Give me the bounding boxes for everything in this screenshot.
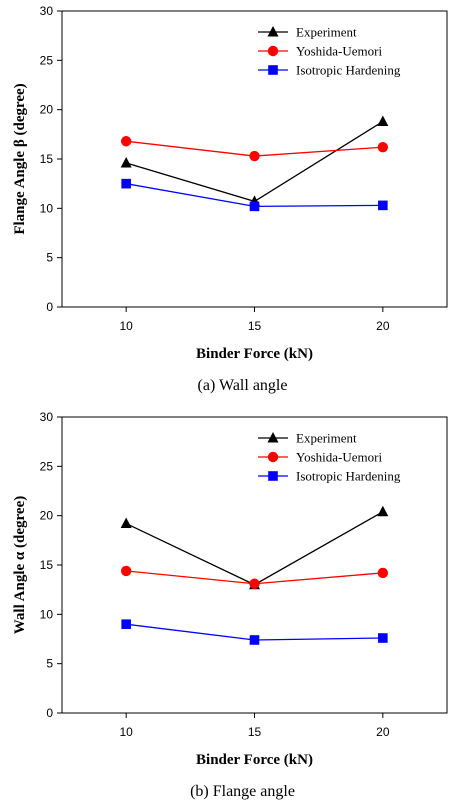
legend-marker-isotropic-hardening-b xyxy=(268,471,278,481)
data-point-yoshida-uemori-a xyxy=(249,150,260,162)
y-tick-label-b: 30 xyxy=(40,410,54,424)
legend-label-yoshida-uemori-b: Yoshida-Uemori xyxy=(296,450,382,465)
legend-marker-isotropic-hardening-a xyxy=(268,65,278,75)
chart-caption-a: (a) Wall angle xyxy=(198,377,288,394)
y-tick-label-a: 15 xyxy=(40,152,54,166)
data-point-experiment-a xyxy=(120,156,132,168)
data-point-isotropic-hardening-a xyxy=(121,178,131,189)
y-tick-label-a: 30 xyxy=(40,4,54,18)
x-axis-title-b: Binder Force (kN) xyxy=(196,752,313,768)
legend-label-experiment-a: Experiment xyxy=(296,25,357,40)
chart-b: 0 5 10 15 20 25 30 10 15 20 Binder Force (kN) Wall … xyxy=(12,410,448,800)
data-point-yoshida-uemori-a xyxy=(377,141,389,153)
y-tick-label-a: 0 xyxy=(46,300,53,314)
y-tick-label-a: 10 xyxy=(40,201,54,215)
legend-label-yoshida-uemori-a: Yoshida-Uemori xyxy=(296,44,382,59)
series-line-experiment-a xyxy=(125,120,384,203)
data-point-experiment-a xyxy=(377,115,389,127)
legend-marker-experiment-a xyxy=(267,26,279,37)
y-tick-label-b: 10 xyxy=(40,607,54,621)
y-tick-label-b: 5 xyxy=(46,657,53,671)
y-tick-label-a: 25 xyxy=(40,53,54,67)
legend-label-isotropic-hardening-b: Isotropic Hardening xyxy=(296,469,401,484)
legend-b: Experiment Yoshida-Uemori Isotropic Harden… xyxy=(258,431,401,484)
x-tick-label-b: 10 xyxy=(119,725,133,739)
series-line-experiment-b xyxy=(125,511,384,586)
y-tick-label-a: 20 xyxy=(40,103,54,117)
legend-label-experiment-b: Experiment xyxy=(296,431,357,446)
data-point-isotropic-hardening-b xyxy=(249,635,260,645)
legend-marker-yoshida-uemori-a xyxy=(267,45,279,57)
x-tick-label-a: 20 xyxy=(376,319,390,333)
y-tick-label-b: 0 xyxy=(46,706,53,720)
data-point-yoshida-uemori-b xyxy=(120,565,132,577)
legend-marker-experiment-b xyxy=(267,432,279,443)
data-point-yoshida-uemori-b xyxy=(249,578,260,589)
x-axis-title-a: Binder Force (kN) xyxy=(196,346,313,362)
x-tick-label-b: 15 xyxy=(248,725,262,739)
data-point-yoshida-uemori-b xyxy=(377,567,389,579)
data-point-isotropic-hardening-a xyxy=(249,201,260,212)
data-point-isotropic-hardening-b xyxy=(121,619,131,629)
data-point-experiment-b xyxy=(120,517,132,529)
plot-frame-b xyxy=(61,416,448,714)
y-tick-label-b: 25 xyxy=(40,459,54,473)
data-point-experiment-b xyxy=(377,505,389,517)
y-axis-title-b: Wall Angle α (degree) xyxy=(12,496,28,635)
x-tick-label-a: 10 xyxy=(119,319,133,333)
x-tick-label-a: 15 xyxy=(248,319,262,333)
data-point-isotropic-hardening-a xyxy=(378,200,388,211)
chart-a: 0 5 10 15 20 25 30 10 15 20 Binder Force (kN) Flang… xyxy=(12,4,448,394)
y-axis-title-a: Flange Angle β (degree) xyxy=(12,83,28,234)
data-point-yoshida-uemori-a xyxy=(120,136,132,147)
legend-marker-yoshida-uemori-b xyxy=(267,451,279,463)
y-tick-label-b: 15 xyxy=(40,558,54,572)
x-tick-label-b: 20 xyxy=(376,725,390,739)
y-tick-label-a: 5 xyxy=(46,251,53,265)
legend-a: Experiment Yoshida-Uemori Isotropic Harden… xyxy=(258,25,401,78)
y-tick-label-b: 20 xyxy=(40,509,54,523)
legend-label-isotropic-hardening-a: Isotropic Hardening xyxy=(296,63,401,78)
data-point-isotropic-hardening-b xyxy=(378,633,388,643)
chart-caption-b: (b) Flange angle xyxy=(190,783,295,800)
